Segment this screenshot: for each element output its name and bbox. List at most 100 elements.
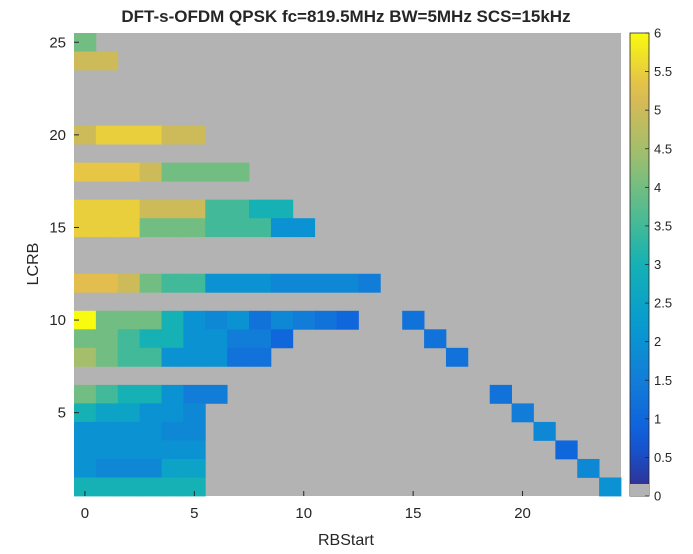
y-tick-label: 20 — [49, 127, 66, 144]
colorbar-tick-label: 1.5 — [654, 373, 672, 388]
heatmap-cell — [161, 199, 184, 219]
heatmap-cell — [183, 421, 206, 441]
heatmap-cell — [117, 273, 141, 293]
heatmap-cell — [74, 421, 97, 441]
heatmap-cell — [161, 329, 184, 349]
heatmap-cell — [227, 199, 250, 219]
heatmap-cell — [139, 458, 162, 478]
heatmap-cell — [336, 273, 359, 293]
heatmap-cell — [74, 33, 97, 52]
heatmap-cell — [445, 347, 469, 367]
heatmap-cell — [117, 440, 141, 460]
heatmap-cell — [249, 329, 272, 349]
heatmap-cell — [161, 347, 184, 367]
heatmap-cell — [183, 403, 206, 423]
heatmap-cell — [533, 421, 556, 441]
heatmap-cell — [139, 403, 162, 423]
x-tick-label: 5 — [190, 505, 198, 522]
heatmap-cell — [74, 162, 97, 182]
heatmap-cell — [117, 458, 141, 478]
heatmap-cell — [292, 218, 316, 238]
heatmap-cell — [292, 310, 316, 330]
heatmap-cell — [139, 347, 162, 367]
y-tick-label: 10 — [49, 312, 66, 329]
heatmap-cell — [74, 440, 97, 460]
heatmap-cell — [577, 458, 600, 478]
heatmap-cell — [249, 273, 272, 293]
heatmap-cell — [227, 218, 250, 238]
heatmap-cell — [183, 347, 206, 367]
heatmap-cell — [74, 218, 97, 238]
heatmap-cell — [74, 329, 97, 349]
heatmap-cell — [270, 273, 294, 293]
heatmap-cell — [117, 384, 141, 404]
x-tick-label: 20 — [514, 505, 531, 522]
heatmap-cell — [183, 329, 206, 349]
heatmap-cell — [117, 218, 141, 238]
heatmap-cell — [205, 384, 228, 404]
heatmap-cell — [489, 384, 512, 404]
colorbar-tick-label: 3.5 — [654, 218, 672, 233]
heatmap-cell — [117, 477, 141, 497]
colorbar-tick-label: 2.5 — [654, 296, 672, 311]
heatmap-cell — [95, 273, 119, 293]
heatmap-cells — [74, 33, 622, 497]
heatmap-cell — [227, 162, 250, 182]
heatmap-cell — [292, 273, 316, 293]
heatmap-cell — [205, 199, 228, 219]
heatmap-cell — [183, 440, 206, 460]
heatmap-cell — [95, 384, 119, 404]
heatmap-cell — [270, 329, 294, 349]
heatmap-cell — [95, 125, 119, 145]
heatmap-cell — [205, 273, 228, 293]
heatmap-cell — [95, 403, 119, 423]
y-tick-label: 5 — [58, 405, 66, 422]
heatmap-cell — [95, 347, 119, 367]
heatmap-cell — [139, 218, 162, 238]
x-tick-label: 15 — [405, 505, 422, 522]
heatmap-cell — [205, 329, 228, 349]
heatmap-cell — [95, 329, 119, 349]
heatmap-cell — [74, 384, 97, 404]
y-tick-label: 25 — [49, 34, 66, 51]
colorbar-tick-label: 4 — [654, 180, 661, 195]
heatmap-cell — [161, 125, 184, 145]
heatmap-cell — [205, 347, 228, 367]
colorbar-tick-label: 2 — [654, 334, 661, 349]
heatmap-cell — [139, 273, 162, 293]
heatmap-cell — [183, 458, 206, 478]
heatmap-cell — [205, 310, 228, 330]
heatmap-cell — [139, 477, 162, 497]
heatmap-cell — [139, 125, 162, 145]
y-axis-label: LCRB — [25, 243, 42, 286]
y-tick-label: 15 — [49, 219, 66, 236]
heatmap-cell — [74, 458, 97, 478]
colorbar-tick-label: 3 — [654, 257, 661, 272]
heatmap-cell — [139, 162, 162, 182]
heatmap-cell — [183, 125, 206, 145]
heatmap-cell — [74, 477, 97, 497]
heatmap-cell — [249, 310, 272, 330]
heatmap-cell — [227, 329, 250, 349]
heatmap-cell — [183, 218, 206, 238]
y-axis-ticks: 5 10 15 20 25 — [49, 34, 79, 422]
heatmap-cell — [314, 310, 337, 330]
heatmap-cell — [139, 421, 162, 441]
heatmap-cell — [117, 421, 141, 441]
heatmap-cell — [139, 199, 162, 219]
heatmap-cell — [183, 310, 206, 330]
heatmap-cell — [95, 218, 119, 238]
x-axis-ticks: 0 5 10 15 20 — [81, 491, 531, 522]
heatmap-cell — [161, 162, 184, 182]
heatmap-cell — [424, 329, 447, 349]
heatmap-cell — [117, 347, 141, 367]
heatmap-cell — [95, 477, 119, 497]
heatmap-cell — [161, 218, 184, 238]
heatmap-cell — [336, 310, 359, 330]
heatmap-cell — [74, 403, 97, 423]
heatmap-cell — [270, 218, 294, 238]
heatmap-cell — [161, 310, 184, 330]
colorbar-tick-label: 6 — [654, 26, 661, 41]
heatmap-cell — [161, 458, 184, 478]
